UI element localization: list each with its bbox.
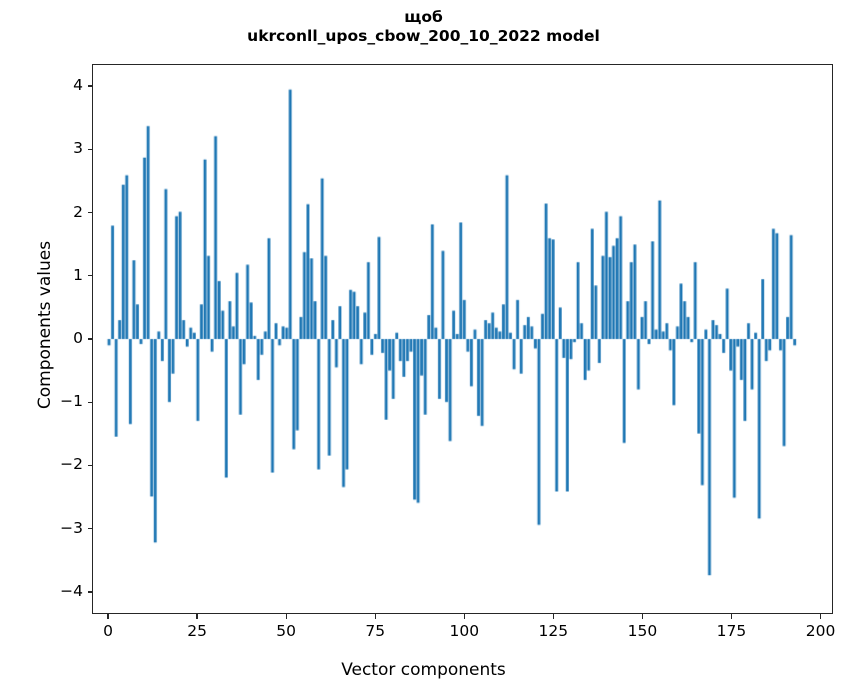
x-tick-label: 25	[187, 622, 207, 640]
y-tick-mark	[87, 211, 92, 214]
y-tick-mark	[87, 591, 92, 593]
y-tick-label: −3	[60, 518, 83, 537]
x-tick-label: 100	[449, 622, 480, 640]
x-tick-mark	[641, 614, 644, 619]
y-tick-label: −4	[60, 581, 83, 600]
x-tick-mark	[730, 614, 733, 619]
y-axis-label: Components values	[35, 240, 55, 410]
y-tick-label: 2	[73, 202, 83, 221]
y-tick-mark	[87, 401, 92, 403]
x-tick-mark	[285, 614, 287, 619]
chart-title-line-2: ukrconll_upos_cbow_200_10_2022 model	[247, 27, 600, 45]
y-tick-label: −2	[60, 455, 83, 474]
x-tick-label: 0	[103, 622, 113, 640]
chart-title: щоб ukrconll_upos_cbow_200_10_2022 model	[0, 8, 847, 46]
y-tick-mark	[87, 528, 92, 530]
x-tick-mark	[819, 614, 822, 619]
y-tick-label: −1	[60, 392, 83, 411]
x-axis-label: Vector components	[341, 660, 506, 680]
x-tick-mark	[552, 614, 554, 619]
x-tick-mark	[463, 614, 465, 619]
y-tick-label: 0	[73, 329, 83, 347]
x-tick-mark	[374, 614, 376, 619]
y-tick-mark	[87, 464, 92, 467]
x-tick-label: 150	[627, 622, 658, 640]
x-tick-label: 75	[365, 622, 386, 640]
x-tick-label: 125	[538, 622, 569, 640]
x-tick-label: 200	[805, 622, 836, 640]
x-tick-mark	[107, 614, 109, 619]
y-tick-label: 3	[73, 139, 83, 158]
plot-area	[92, 64, 833, 614]
y-tick-mark	[87, 85, 92, 87]
bar-series-canvas	[93, 65, 832, 613]
chart-title-line-1: щоб	[404, 8, 443, 26]
x-tick-label: 175	[716, 622, 747, 640]
y-tick-mark	[87, 338, 92, 340]
y-tick-mark	[87, 275, 92, 277]
x-tick-label: 50	[276, 622, 297, 640]
y-tick-mark	[87, 148, 92, 150]
x-tick-mark	[196, 614, 198, 619]
y-tick-label: 1	[73, 265, 83, 284]
y-tick-label: 4	[73, 76, 83, 95]
